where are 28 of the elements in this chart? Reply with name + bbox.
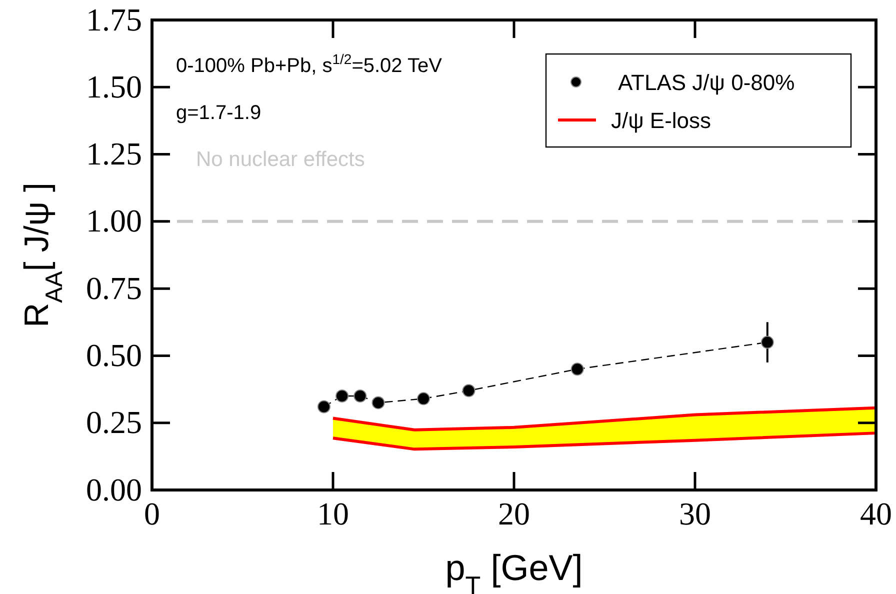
y-tick-label: 1.75 (86, 1, 142, 38)
y-tick-label: 1.25 (86, 136, 142, 172)
y-tick-label: 0.50 (86, 336, 142, 373)
line-series (332, 406, 878, 432)
legend-label: ATLAS J/ψ 0-80% (618, 70, 795, 95)
y-tick-label: 1.00 (86, 202, 142, 239)
x-axis-title: p$_{T}$ [GeV] (445, 547, 583, 594)
point (462, 384, 476, 398)
y-tick-label: 0.25 (86, 404, 142, 440)
point (354, 390, 367, 402)
y-tick-label: 0.75 (86, 270, 142, 306)
x-tick-label: 0 (144, 496, 160, 532)
y-tick-label: 0.00 (86, 471, 142, 508)
point (760, 336, 774, 349)
legend-label: J/ψ E-loss (611, 108, 712, 133)
x-tick-label: 20 (498, 496, 530, 532)
line-series (332, 432, 878, 451)
point (336, 390, 349, 402)
annotation: g=1.7-1.9 (176, 102, 262, 124)
point (372, 396, 385, 410)
point (570, 362, 584, 376)
point (417, 392, 430, 406)
point (317, 400, 330, 414)
annotation: 0-100% Pb+Pb, s$^{1/2}$=5.02 TeV (176, 51, 443, 77)
x-tick-label: 40 (860, 496, 892, 532)
y-tick-label: 1.50 (86, 68, 142, 104)
x-tick-label: 30 (679, 496, 711, 532)
x-tick-label: 10 (317, 496, 349, 532)
